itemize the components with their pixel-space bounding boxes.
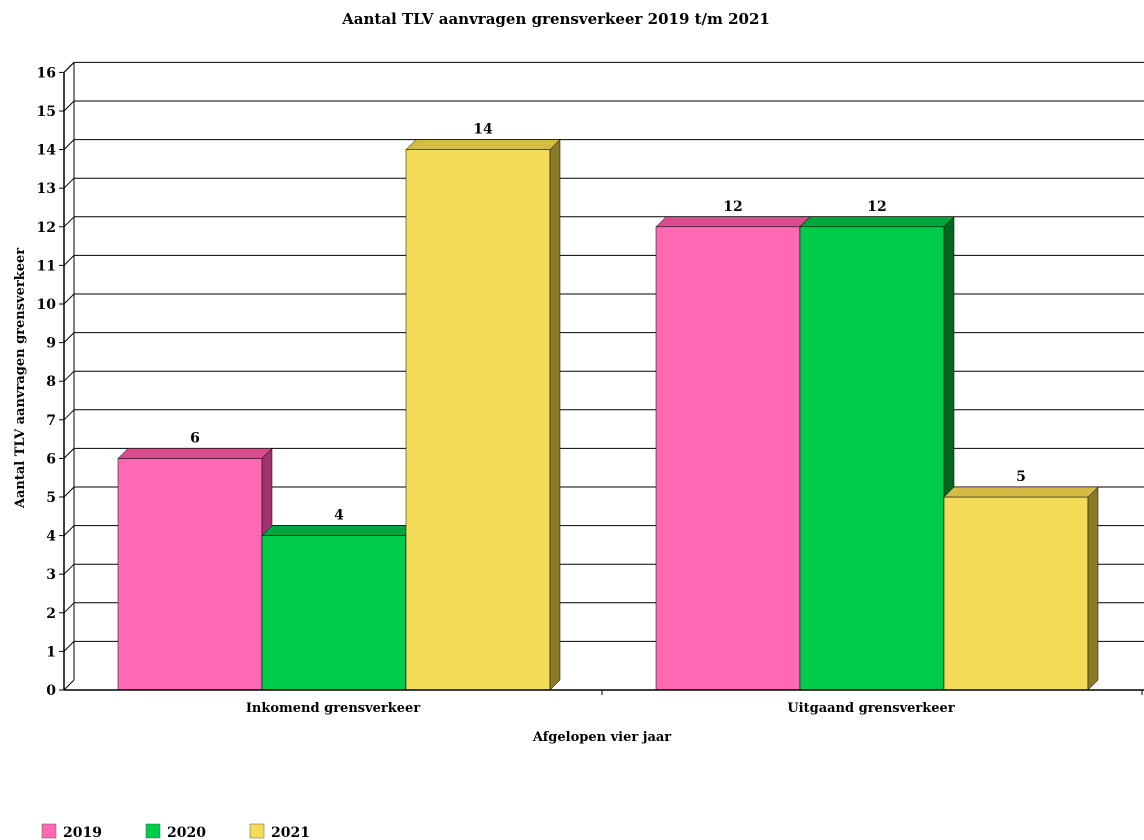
x-axis: Inkomend grensverkeer Uitgaand grensverke… xyxy=(64,689,1144,716)
legend-label: 2019 xyxy=(63,825,102,840)
bar-top xyxy=(405,139,561,150)
y-tick-label: 1 xyxy=(46,644,56,660)
y-tick-label: 2 xyxy=(46,606,56,622)
legend-swatch xyxy=(41,823,57,839)
y-axis-top-edge xyxy=(63,62,75,73)
y-tick-label: 6 xyxy=(46,451,56,467)
data-label-bg xyxy=(329,505,349,523)
data-label: 4 xyxy=(334,508,344,524)
gridline-side xyxy=(63,216,75,228)
data-label: 14 xyxy=(473,122,493,138)
y-tick-label: 4 xyxy=(46,529,56,545)
gridline-side xyxy=(63,448,75,459)
bar-2019-1: 12 xyxy=(655,196,811,691)
bar-2019-0: 6 xyxy=(117,428,273,691)
x-category-label: Uitgaand grensverkeer xyxy=(787,701,954,716)
x-axis-title: Afgelopen vier jaar xyxy=(532,730,671,745)
y-tick-label: 5 xyxy=(46,490,56,506)
x-category-label: Inkomend grensverkeer xyxy=(246,701,421,716)
bar-top xyxy=(799,216,955,228)
bar-2020-0: 4 xyxy=(261,505,417,691)
data-label-bg xyxy=(719,196,747,214)
y-axis-title: Aantal TLV aanvragen grensverkeer xyxy=(13,248,28,509)
bar-front xyxy=(117,458,263,691)
bar-2020-1: 12 xyxy=(799,196,955,691)
y-tick-label: 15 xyxy=(37,104,56,120)
bar-2021-0: 14 xyxy=(405,119,561,691)
legend: 2019 2020 2021 xyxy=(41,823,310,840)
gridline-side xyxy=(63,602,75,614)
bar-top xyxy=(117,448,273,459)
bar-front xyxy=(799,226,945,691)
data-label: 5 xyxy=(1016,469,1026,485)
bar-front xyxy=(943,496,1089,691)
y-tick-label: 7 xyxy=(46,413,56,429)
data-label: 6 xyxy=(190,430,200,446)
gridline-side xyxy=(63,255,75,266)
y-tick-label: 13 xyxy=(37,181,56,197)
bar-top xyxy=(943,486,1099,498)
gridline-side xyxy=(63,525,75,536)
data-label: 12 xyxy=(723,199,742,215)
y-tick-label: 9 xyxy=(46,336,56,352)
legend-swatch xyxy=(145,823,161,839)
legend-label: 2021 xyxy=(271,825,310,840)
legend-swatch xyxy=(249,823,265,839)
bar-front xyxy=(405,149,551,691)
gridline-side xyxy=(63,100,75,112)
y-tick-label: 0 xyxy=(46,683,56,699)
gridline-side xyxy=(63,641,75,652)
y-tick-label: 3 xyxy=(46,567,56,583)
legend-item-2019: 2019 xyxy=(41,823,102,840)
bar-top xyxy=(261,525,417,536)
gridline-side xyxy=(63,370,75,382)
data-label-bg xyxy=(1011,467,1031,484)
y-tick-label: 8 xyxy=(46,374,56,390)
data-label-bg xyxy=(863,196,891,214)
data-label-bg xyxy=(185,428,205,446)
gridline-side xyxy=(63,409,75,421)
bar-2021-1: 5 xyxy=(943,467,1099,691)
gridline-side xyxy=(63,139,75,150)
bar-front xyxy=(655,226,801,691)
y-tick-label: 12 xyxy=(37,220,56,236)
y-tick-label: 14 xyxy=(37,143,57,159)
legend-item-2021: 2021 xyxy=(249,823,310,840)
gridline-side xyxy=(63,293,75,305)
legend-label: 2020 xyxy=(167,825,206,840)
bar-side xyxy=(549,138,561,691)
bars: 6 4 14 12 12 5 xyxy=(117,119,1099,691)
y-tick-label: 16 xyxy=(37,65,56,81)
y-tick-label: 11 xyxy=(37,258,56,274)
floor-edge xyxy=(63,679,75,691)
data-label-bg xyxy=(469,119,497,137)
gridline-side xyxy=(63,563,75,575)
gridline-side xyxy=(63,486,75,498)
gridline-side xyxy=(63,177,75,189)
data-label: 12 xyxy=(867,199,886,215)
bar-front xyxy=(261,535,407,691)
legend-item-2020: 2020 xyxy=(145,823,206,840)
gridline-side xyxy=(63,332,75,343)
y-tick-label: 10 xyxy=(37,297,57,313)
bar-side xyxy=(1087,486,1099,691)
bar-top xyxy=(655,216,811,228)
chart-title: Aantal TLV aanvragen grensverkeer 2019 t… xyxy=(341,10,770,28)
